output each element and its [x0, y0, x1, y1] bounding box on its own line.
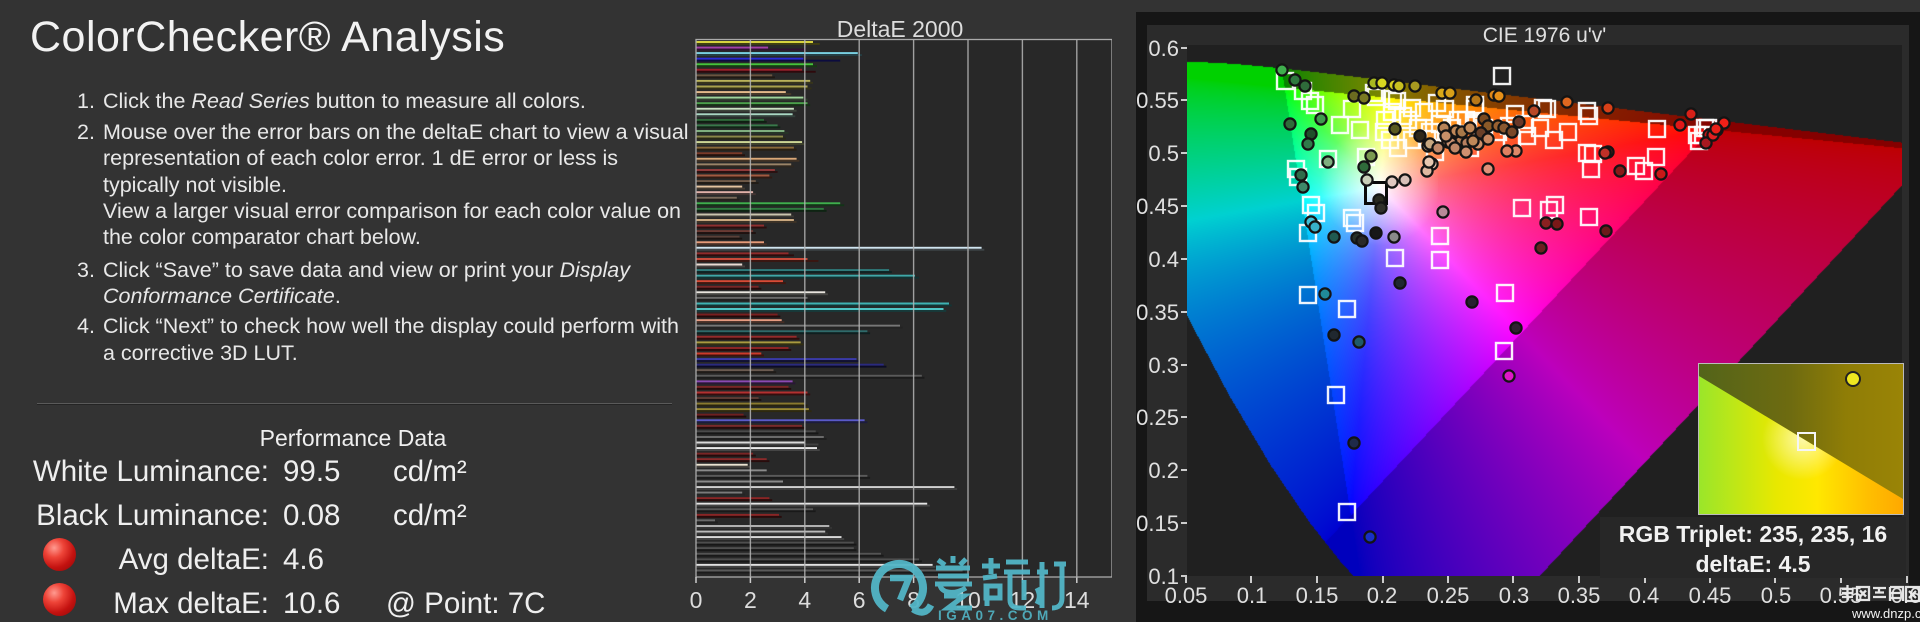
- svg-text:14: 14: [1064, 587, 1090, 613]
- svg-text:www.dnzp.com: www.dnzp.com: [1851, 606, 1920, 621]
- svg-text:IGA07.COM: IGA07.COM: [938, 608, 1053, 622]
- svg-text:2: 2: [744, 587, 757, 613]
- svg-text:0: 0: [690, 587, 703, 613]
- svg-text:4: 4: [798, 587, 811, 613]
- svg-text:6: 6: [853, 587, 866, 613]
